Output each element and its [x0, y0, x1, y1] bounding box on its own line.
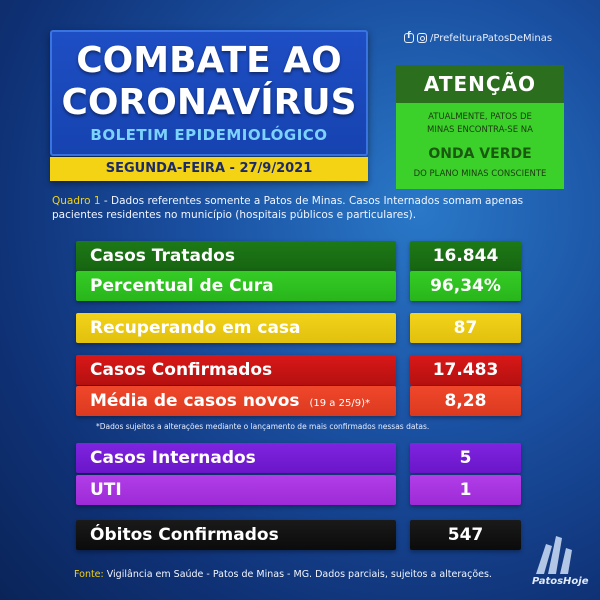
- social-handle-text: /PrefeituraPatosDeMinas: [430, 32, 553, 44]
- patoshoje-logo-icon: [536, 536, 572, 574]
- row-value-uti: 1: [410, 475, 521, 505]
- media-casos-label: Média de casos novos: [90, 391, 300, 411]
- title-line-2: CORONAVÍRUS: [61, 82, 357, 123]
- row-label-obitos: Óbitos Confirmados: [76, 520, 396, 550]
- date-bar: SEGUNDA-FEIRA - 27/9/2021: [50, 157, 368, 181]
- source: Fonte: Vigilância em Saúde - Patos de Mi…: [74, 569, 492, 580]
- row-value-casos-tratados: 16.844: [410, 241, 521, 271]
- row-label-recuperando: Recuperando em casa: [76, 313, 396, 343]
- attention-text-line-2: MINAS ENCONTRA-SE NA: [427, 125, 533, 135]
- row-value-media-casos: 8,28: [410, 386, 521, 416]
- row-value-recuperando: 87: [410, 313, 521, 343]
- title-box: COMBATE AO CORONAVÍRUS BOLETIM EPIDEMIOL…: [50, 30, 368, 156]
- row-value-casos-confirmados: 17.483: [410, 355, 521, 385]
- source-label: Fonte:: [74, 569, 104, 580]
- instagram-icon: [417, 33, 427, 43]
- row-label-casos-confirmados: Casos Confirmados: [76, 355, 396, 385]
- media-casos-note: (19 a 25/9)*: [309, 398, 370, 409]
- row-label-casos-internados: Casos Internados: [76, 443, 396, 473]
- description-text: - Dados referentes somente a Patos de Mi…: [52, 195, 524, 221]
- row-value-percentual-cura: 96,34%: [410, 271, 521, 301]
- attention-wave: ONDA VERDE: [428, 146, 532, 162]
- source-text: Vigilância em Saúde - Patos de Minas - M…: [103, 569, 492, 580]
- facebook-icon: [404, 31, 414, 43]
- row-label-percentual-cura: Percentual de Cura: [76, 271, 396, 301]
- patoshoje-logo-text: PatosHoje: [532, 576, 589, 587]
- description: Quadro 1 - Dados referentes somente a Pa…: [52, 194, 552, 222]
- description-label: Quadro 1: [52, 195, 101, 207]
- subtitle: BOLETIM EPIDEMIOLÓGICO: [90, 126, 328, 144]
- title-line-1: COMBATE AO: [76, 40, 342, 81]
- row-value-obitos: 547: [410, 520, 521, 550]
- attention-body: ATUALMENTE, PATOS DE MINAS ENCONTRA-SE N…: [396, 103, 564, 189]
- social-handle: /PrefeituraPatosDeMinas: [404, 30, 552, 46]
- footnote: *Dados sujeitos a alterações mediante o …: [96, 422, 430, 431]
- attention-text: ATUALMENTE, PATOS DE MINAS ENCONTRA-SE N…: [402, 111, 558, 137]
- row-label-uti: UTI: [76, 475, 396, 505]
- row-label-media-casos: Média de casos novos (19 a 25/9)*: [76, 386, 396, 416]
- attention-text-line-3: DO PLANO MINAS CONSCIENTE: [413, 169, 547, 179]
- attention-heading: ATENÇÃO: [396, 65, 564, 103]
- row-value-casos-internados: 5: [410, 443, 521, 473]
- row-label-casos-tratados: Casos Tratados: [76, 241, 396, 271]
- patoshoje-logo: PatosHoje: [522, 530, 592, 592]
- attention-text-line-1: ATUALMENTE, PATOS DE: [428, 112, 532, 122]
